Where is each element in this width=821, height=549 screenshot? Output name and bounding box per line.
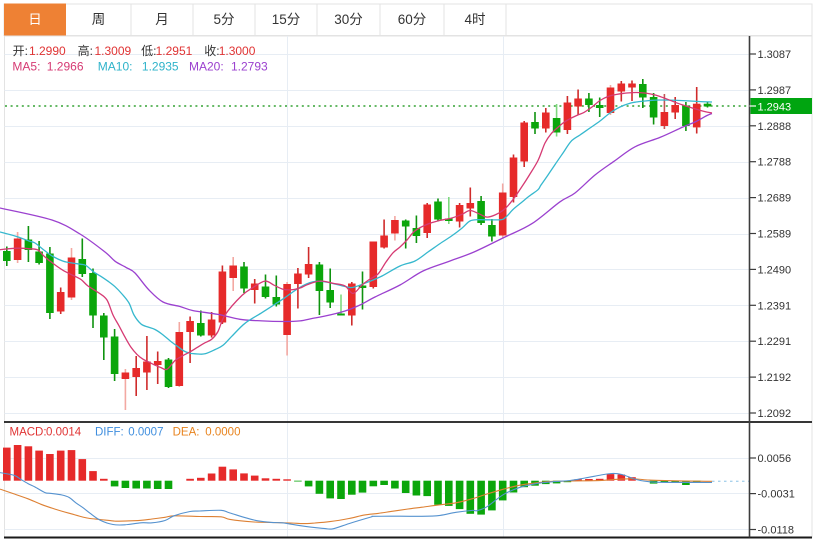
svg-text:0.0056: 0.0056 bbox=[758, 453, 792, 465]
svg-text:1.2943: 1.2943 bbox=[758, 102, 792, 114]
svg-text:周: 周 bbox=[92, 12, 106, 27]
svg-text:15分: 15分 bbox=[272, 12, 301, 27]
svg-text:1.2391: 1.2391 bbox=[758, 300, 792, 312]
svg-text:30分: 30分 bbox=[334, 12, 363, 27]
svg-text:4时: 4时 bbox=[464, 12, 485, 27]
svg-text:1.2888: 1.2888 bbox=[758, 121, 792, 133]
svg-text:-0.0118: -0.0118 bbox=[758, 525, 795, 537]
svg-text:1.2192: 1.2192 bbox=[758, 372, 792, 384]
svg-text:月: 月 bbox=[155, 12, 169, 27]
svg-text:5分: 5分 bbox=[213, 12, 234, 27]
svg-text:-0.0031: -0.0031 bbox=[758, 489, 795, 501]
svg-text:1.2092: 1.2092 bbox=[758, 408, 792, 420]
svg-text:1.2490: 1.2490 bbox=[758, 264, 792, 276]
svg-text:日: 日 bbox=[28, 12, 42, 27]
svg-text:1.2987: 1.2987 bbox=[758, 85, 792, 97]
svg-text:1.3087: 1.3087 bbox=[758, 49, 792, 61]
svg-text:1.2589: 1.2589 bbox=[758, 229, 792, 241]
svg-text:1.2788: 1.2788 bbox=[758, 157, 792, 169]
svg-text:1.2291: 1.2291 bbox=[758, 336, 792, 348]
svg-text:1.2689: 1.2689 bbox=[758, 193, 792, 205]
svg-text:60分: 60分 bbox=[398, 12, 427, 27]
